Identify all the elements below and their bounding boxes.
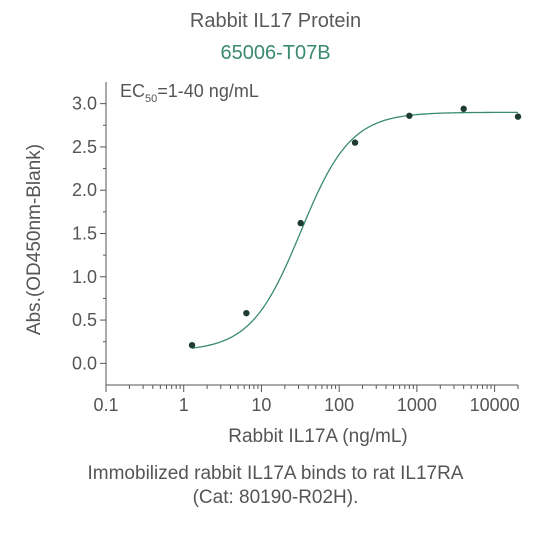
chart-subtitle: 65006-T07B <box>220 42 331 64</box>
y-tick-label: 1.5 <box>72 224 97 244</box>
data-point <box>351 139 359 146</box>
chart-title: Rabbit IL17 Protein <box>189 10 362 32</box>
x-tick-label: 1 <box>179 395 189 415</box>
y-tick-label: 2.0 <box>72 180 97 200</box>
y-axis-label: Abs.(OD450nm-Blank) <box>24 144 45 335</box>
data-point <box>460 105 467 113</box>
x-axis-label: Rabbit IL17A (ng/mL) <box>228 426 408 447</box>
x-tick-label: 100 <box>324 395 354 415</box>
data-point <box>514 113 522 120</box>
ec50-annotation: EC50=1-40 ng/mL <box>120 81 259 105</box>
caption-line-1: Immobilized rabbit IL17A binds to rat IL… <box>87 463 464 484</box>
fit-curve <box>191 111 518 349</box>
x-tick-label: 0.1 <box>93 395 118 415</box>
data-point <box>406 112 413 119</box>
y-tick-label: 0.5 <box>72 310 97 330</box>
data-point <box>243 309 250 317</box>
data-point <box>188 341 196 349</box>
x-tick-label: 10 <box>251 395 271 415</box>
caption-line-2: (Cat: 80190-R02H). <box>192 487 359 508</box>
y-tick-label: 1.0 <box>72 267 97 287</box>
y-tick-label: 2.5 <box>72 137 97 157</box>
data-point <box>297 219 304 227</box>
y-tick-label: 3.0 <box>72 94 97 114</box>
x-tick-label: 10000 <box>470 395 520 415</box>
x-tick-label: 1000 <box>397 395 437 415</box>
y-tick-label: 0.0 <box>72 353 97 373</box>
